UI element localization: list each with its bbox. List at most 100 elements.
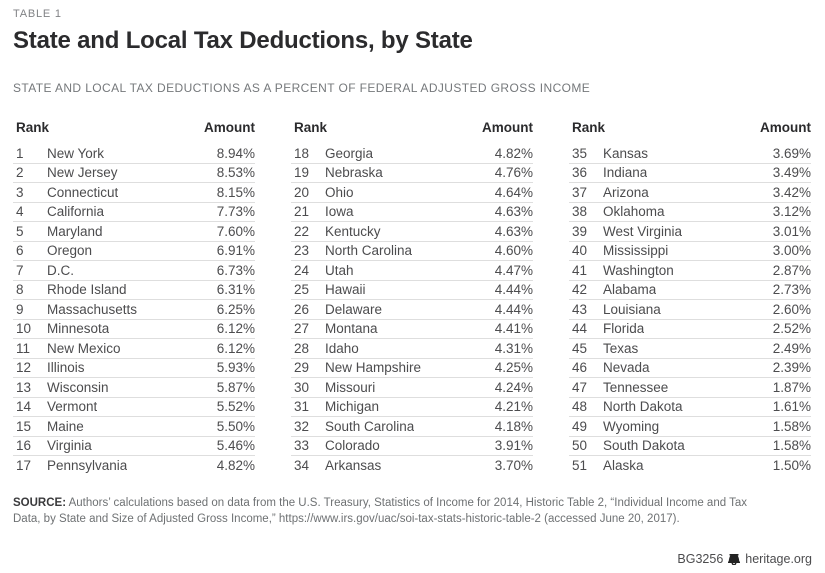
table-row: 11 New Mexico 6.12% [13,339,255,359]
rank-cell: 23 [294,243,310,259]
table-subtitle: STATE AND LOCAL TAX DEDUCTIONS AS A PERC… [13,81,591,95]
amount-column-header: Amount [482,120,533,135]
table-row: 47 Tennessee 1.87% [569,378,811,398]
rank-cell: 44 [572,321,588,337]
state-cell: Wisconsin [47,379,109,395]
rank-cell: 51 [572,458,588,474]
amount-cell: 3.00% [772,243,811,259]
state-cell: Louisiana [603,301,661,317]
state-cell: South Dakota [603,438,685,454]
amount-cell: 6.25% [216,301,255,317]
amount-cell: 3.70% [494,458,533,474]
table-row: 16 Virginia 5.46% [13,437,255,456]
rank-cell: 26 [294,301,310,317]
table-row: 27 Montana 4.41% [291,320,533,339]
state-cell: Hawaii [325,282,366,298]
rank-cell: 46 [572,360,588,376]
amount-cell: 1.58% [772,438,811,454]
amount-cell: 1.58% [772,418,811,434]
rank-cell: 11 [16,340,31,356]
table-row: 3 Connecticut 8.15% [13,183,255,203]
rank-cell: 38 [572,204,588,220]
rank-cell: 40 [572,243,588,259]
state-cell: Montana [325,321,378,337]
table-row: 15 Maine 5.50% [13,417,255,437]
amount-cell: 4.21% [494,399,533,415]
amount-cell: 2.49% [772,340,811,356]
source-text: Authors’ calculations based on data from… [13,496,748,526]
amount-cell: 3.69% [772,145,811,161]
amount-cell: 4.64% [494,184,533,200]
state-cell: Delaware [325,301,383,317]
state-cell: Idaho [325,340,359,356]
table-row: 51 Alaska 1.50% [569,456,811,476]
rank-column-header: Rank [572,120,606,135]
amount-cell: 6.12% [216,340,255,356]
amount-cell: 6.12% [216,321,255,337]
table-row: 18 Georgia 4.82% [291,144,533,164]
amount-cell: 3.42% [772,184,811,200]
state-cell: Wyoming [603,418,660,434]
state-cell: Washington [603,262,674,278]
column-header-row: Rank Amount [569,120,811,144]
rank-cell: 48 [572,399,588,415]
rank-cell: 43 [572,301,588,317]
table-column-group-3: Rank Amount 35 Kansas 3.69% 36 Indiana 3.49% 3… [569,120,811,476]
amount-column-header: Amount [204,120,255,135]
table-row: 43 Louisiana 2.60% [569,300,811,320]
state-cell: Maryland [47,223,103,239]
amount-cell: 4.31% [494,340,533,356]
table-row: 24 Utah 4.47% [291,261,533,281]
table-row: 2 New Jersey 8.53% [13,164,255,183]
rank-cell: 5 [16,223,24,239]
rank-cell: 9 [16,301,24,317]
state-cell: Minnesota [47,321,110,337]
amount-cell: 3.91% [494,438,533,454]
table-number-label: TABLE 1 [13,8,62,20]
report-table-page: TABLE 1 State and Local Tax Deductions, … [13,8,811,526]
amount-cell: 6.31% [216,282,255,298]
state-cell: Oklahoma [603,204,665,220]
rank-cell: 47 [572,379,588,395]
table-body: 35 Kansas 3.69% 36 Indiana 3.49% 37 Arizona 3.42… [569,144,811,476]
table-row: 14 Vermont 5.52% [13,398,255,417]
rank-cell: 37 [572,184,588,200]
state-cell: Mississippi [603,243,669,259]
rank-cell: 30 [294,379,310,395]
column-header-row: Rank Amount [13,120,255,144]
table-row: 37 Arizona 3.42% [569,183,811,203]
amount-cell: 5.46% [216,438,255,454]
table-row: 23 North Carolina 4.60% [291,242,533,261]
state-cell: Arizona [603,184,649,200]
table-row: 35 Kansas 3.69% [569,144,811,164]
rank-cell: 27 [294,321,310,337]
state-cell: Pennsylvania [47,458,128,474]
table-row: 7 D.C. 6.73% [13,261,255,281]
table-row: 4 California 7.73% [13,203,255,222]
table-body: 1 New York 8.94% 2 New Jersey 8.53% 3 Connectic… [13,144,255,476]
state-cell: California [47,204,105,220]
table-row: 19 Nebraska 4.76% [291,164,533,183]
table-row: 44 Florida 2.52% [569,320,811,339]
rank-cell: 20 [294,184,310,200]
footer-brand-mark: BG3256 heritage.org [677,552,812,566]
amount-cell: 4.25% [494,360,533,376]
state-cell: Connecticut [47,184,119,200]
table-row: 42 Alabama 2.73% [569,281,811,300]
amount-cell: 5.52% [216,399,255,415]
amount-cell: 4.63% [494,223,533,239]
state-cell: North Carolina [325,243,413,259]
amount-cell: 2.39% [772,360,811,376]
amount-cell: 4.24% [494,379,533,395]
amount-cell: 4.63% [494,204,533,220]
rank-cell: 3 [16,184,24,200]
table-row: 21 Iowa 4.63% [291,203,533,222]
state-cell: Illinois [47,360,85,376]
rank-cell: 45 [572,340,588,356]
table-row: 41 Washington 2.87% [569,261,811,281]
amount-cell: 2.60% [772,301,811,317]
table-row: 31 Michigan 4.21% [291,398,533,417]
state-cell: New Mexico [47,340,121,356]
rank-cell: 1 [16,145,24,161]
state-cell: Texas [603,340,639,356]
